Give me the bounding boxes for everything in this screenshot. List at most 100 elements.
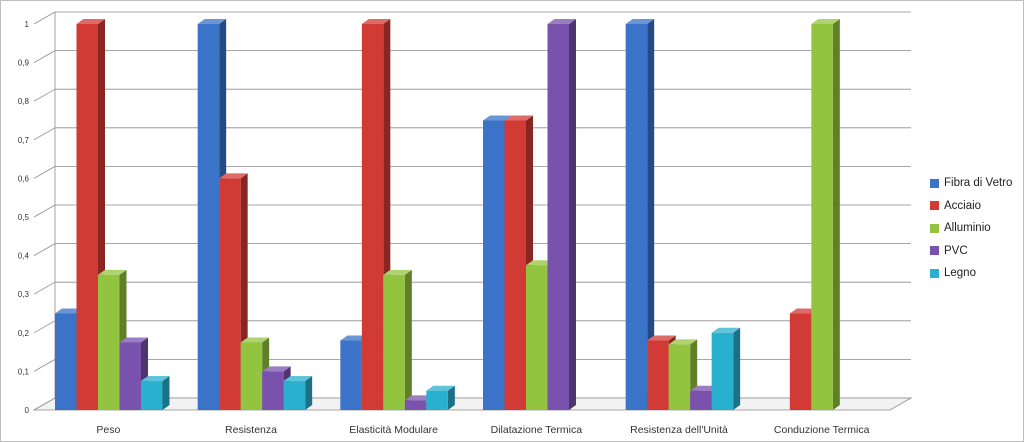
bar-front	[547, 24, 569, 410]
gridline-diagonal	[33, 243, 56, 256]
gridline-diagonal	[33, 88, 56, 102]
bar-top	[119, 337, 148, 343]
bar-top	[811, 19, 840, 24]
bar-top	[526, 260, 555, 266]
x-category-label: Peso	[96, 424, 120, 436]
bar-top	[76, 19, 105, 24]
gridline-diagonal	[33, 359, 56, 372]
bar-side	[162, 376, 170, 410]
legend-label: PVC	[944, 244, 968, 257]
legend-label: Legno	[944, 267, 976, 280]
bar-front	[141, 381, 163, 410]
bar-front	[76, 24, 98, 410]
bar-top	[98, 269, 127, 275]
bar-side	[733, 327, 741, 410]
bar	[711, 327, 741, 410]
legend-item: Legno	[930, 262, 1022, 285]
bar-front	[383, 274, 405, 410]
bar-top	[668, 339, 698, 345]
bar-side	[447, 385, 455, 410]
bar	[426, 385, 455, 410]
legend-item: Acciaio	[930, 195, 1022, 218]
bar-front	[283, 381, 306, 410]
bar-front	[711, 332, 734, 410]
bar	[383, 269, 412, 410]
legend-swatch	[930, 201, 939, 211]
bar-front	[404, 400, 427, 410]
bar-front	[98, 274, 120, 410]
bar-top	[625, 19, 655, 24]
bar-front	[811, 24, 833, 410]
bar-side	[404, 269, 412, 410]
bar-top	[55, 308, 84, 314]
bar-side	[305, 376, 313, 410]
x-category-label: Resistenza	[225, 424, 277, 436]
bars	[55, 19, 840, 410]
y-tick-label: 0,2	[18, 329, 30, 338]
gridline-diagonal	[33, 166, 56, 179]
bar-side	[569, 19, 576, 410]
bar-top	[340, 335, 369, 341]
bar-top	[219, 173, 248, 179]
bar-front	[426, 390, 448, 410]
x-axis-labels: Peso Resistenza Elasticità Modulare Dilataz…	[96, 424, 869, 436]
bar-front	[690, 390, 712, 410]
bar-top	[262, 366, 291, 372]
bar-top	[711, 327, 741, 333]
bar-top	[547, 19, 576, 24]
y-tick-label: 0,3	[18, 290, 30, 299]
bar-front	[789, 313, 812, 410]
legend-swatch	[930, 223, 939, 233]
y-axis-ticks: 0 0,1 0,2 0,3 0,4 0,5 0,6 0,7 0,8 0,9 1	[18, 20, 30, 415]
bar-top	[504, 115, 533, 121]
bar-front	[240, 342, 263, 410]
bar	[811, 19, 840, 410]
bar-front	[340, 340, 362, 410]
bar-top	[361, 19, 391, 24]
legend: Fibra di Vetro Acciaio Alluminio PVC Legno	[930, 172, 1022, 285]
y-tick-label: 0,4	[18, 252, 30, 261]
bar-top	[647, 335, 676, 341]
bar	[625, 19, 655, 410]
bar-top	[197, 19, 227, 24]
legend-label: Fibra di Vetro	[944, 177, 1013, 190]
bar	[547, 19, 576, 410]
gridline-diagonal	[33, 281, 56, 295]
bar-front	[197, 24, 220, 410]
gridline-diagonal	[33, 320, 56, 334]
bar-top	[141, 376, 170, 382]
x-category-label: Dilatazione Termica	[491, 424, 583, 436]
grid	[33, 11, 911, 411]
bar-front	[219, 178, 241, 410]
gridline-diagonal	[33, 204, 56, 218]
x-category-label: Conduzione Termica	[774, 424, 870, 436]
bar-side	[832, 19, 840, 410]
bar	[141, 376, 170, 410]
bar-front	[55, 313, 77, 410]
legend-label: Acciaio	[944, 199, 982, 212]
bar-top	[383, 269, 412, 275]
bar-front	[483, 120, 505, 410]
gridline-diagonal	[33, 127, 56, 141]
x-category-label: Resistenza dell'Unità	[630, 424, 728, 436]
legend-label: Alluminio	[944, 222, 991, 235]
bar-front	[361, 24, 384, 410]
bar-front	[526, 265, 548, 410]
bar-top	[426, 385, 455, 391]
legend-item: Alluminio	[930, 217, 1022, 240]
bar-top	[789, 308, 819, 314]
gridline-diagonal	[33, 50, 56, 63]
y-tick-label: 0	[25, 406, 30, 415]
legend-swatch	[930, 268, 939, 278]
bar-front	[647, 340, 669, 410]
bar-top	[690, 385, 719, 391]
bar-front	[625, 24, 648, 410]
y-tick-label: 0,7	[18, 136, 30, 145]
bar-front	[504, 120, 526, 410]
legend-item: PVC	[930, 240, 1022, 263]
bar-top	[483, 115, 512, 121]
y-tick-label: 1	[25, 20, 30, 29]
bar-front	[119, 342, 141, 410]
y-tick-label: 0,9	[18, 59, 30, 68]
bar-top	[283, 376, 313, 382]
